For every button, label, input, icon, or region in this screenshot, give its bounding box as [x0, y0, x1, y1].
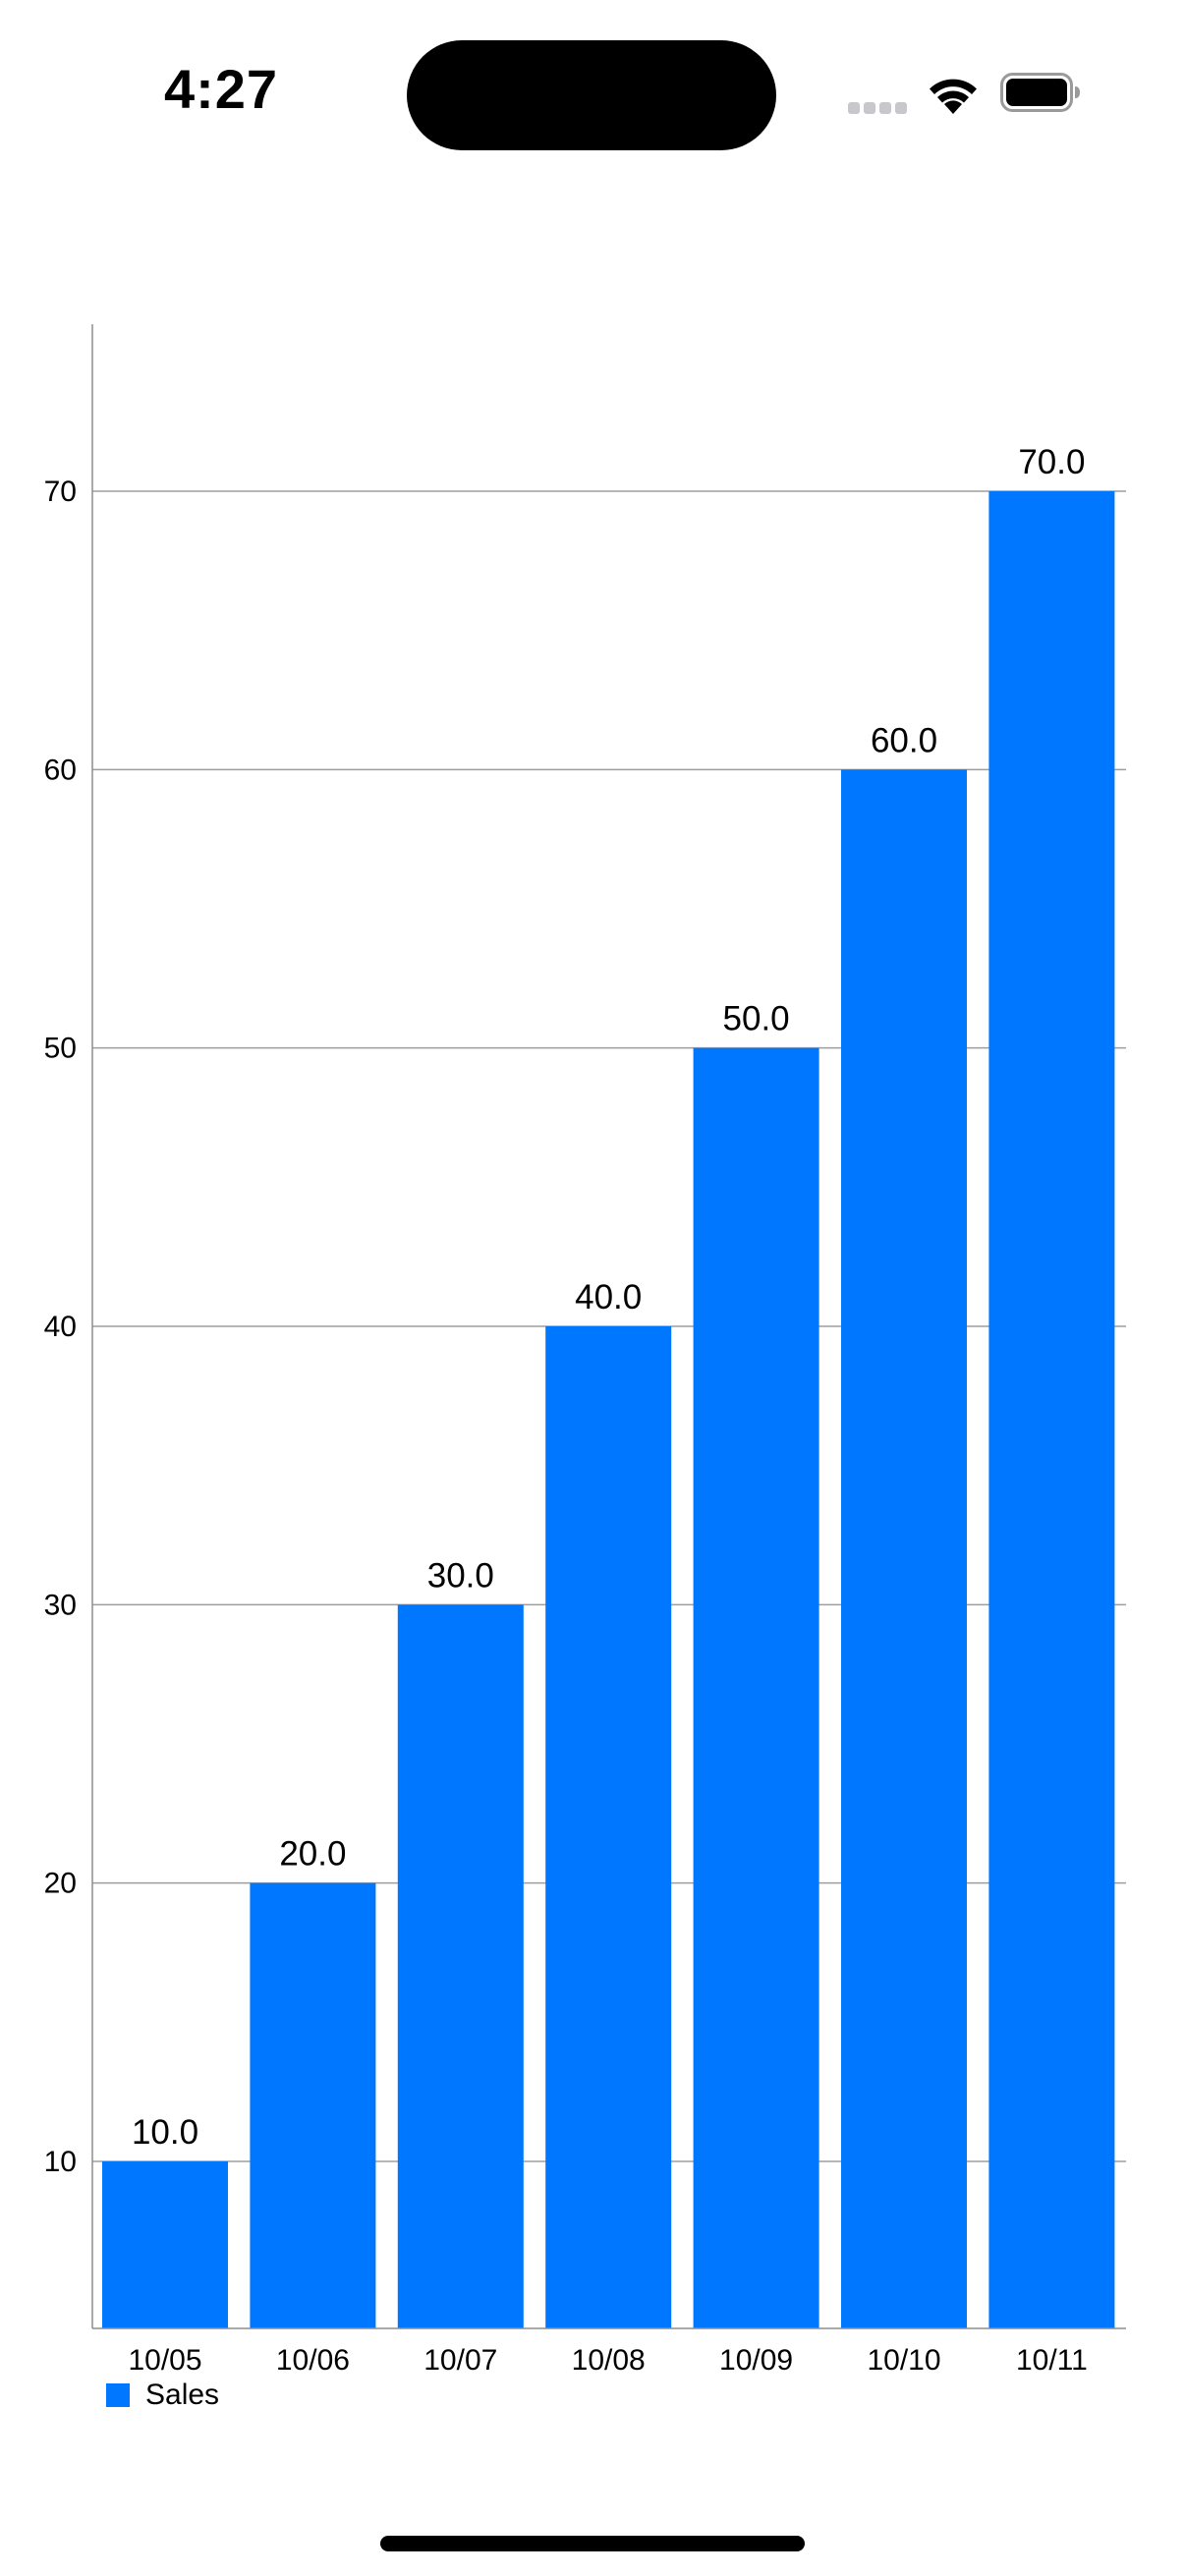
bar-10/09	[693, 1047, 819, 2328]
bar-value-label: 70.0	[1018, 443, 1085, 481]
legend-label-sales: Sales	[145, 2379, 220, 2411]
x-tick-label: 10/11	[1016, 2344, 1088, 2377]
x-tick-label: 10/07	[423, 2344, 497, 2377]
bar-value-label: 10.0	[132, 2113, 198, 2152]
x-tick-label: 10/09	[719, 2344, 793, 2377]
legend-swatch-sales	[106, 2383, 130, 2407]
y-tick-label: 40	[44, 1311, 77, 1343]
y-tick-label: 10	[44, 2146, 77, 2178]
y-tick-label: 60	[44, 754, 77, 786]
wifi-icon	[930, 79, 977, 114]
bar-10/07	[397, 1604, 524, 2328]
status-time: 4:27	[163, 58, 279, 120]
y-tick-label: 50	[44, 1033, 77, 1065]
x-tick-label: 10/06	[276, 2344, 350, 2377]
axes	[91, 324, 1126, 2329]
status-bar: 4:27	[0, 0, 1185, 167]
bar-value-label: 60.0	[871, 721, 937, 759]
y-tick-label: 30	[44, 1589, 77, 1621]
cellular-signal-icon	[848, 102, 909, 114]
x-tick-labels: 10/05 10/06 10/07 10/08 10/09 10/10 10/11	[128, 2344, 1087, 2377]
y-tick-label: 20	[44, 1868, 77, 1900]
bar-value-label: 50.0	[723, 1000, 790, 1038]
y-tick-label: 70	[44, 476, 77, 508]
home-indicator[interactable]	[380, 2536, 805, 2551]
value-labels: 10.0 20.0 30.0 40.0 50.0 60.0 70.0	[132, 443, 1086, 2152]
bar-value-label: 20.0	[279, 1835, 346, 1874]
chart-legend: Sales	[106, 2378, 219, 2413]
bar-10/10	[841, 769, 967, 2329]
x-tick-label: 10/05	[128, 2344, 201, 2377]
bar-10/06	[250, 1882, 376, 2328]
bar-10/05	[102, 2161, 228, 2328]
bar-value-label: 30.0	[427, 1556, 494, 1595]
battery-icon	[1000, 73, 1080, 112]
bar-10/08	[545, 1326, 672, 2328]
x-tick-label: 10/10	[867, 2344, 940, 2377]
bars	[102, 491, 1115, 2329]
bar-value-label: 40.0	[575, 1278, 642, 1316]
dynamic-island	[407, 40, 776, 150]
x-tick-label: 10/08	[572, 2344, 646, 2377]
y-tick-labels: 10 20 30 40 50 60 70	[44, 476, 77, 2178]
bar-10/11	[988, 491, 1115, 2328]
